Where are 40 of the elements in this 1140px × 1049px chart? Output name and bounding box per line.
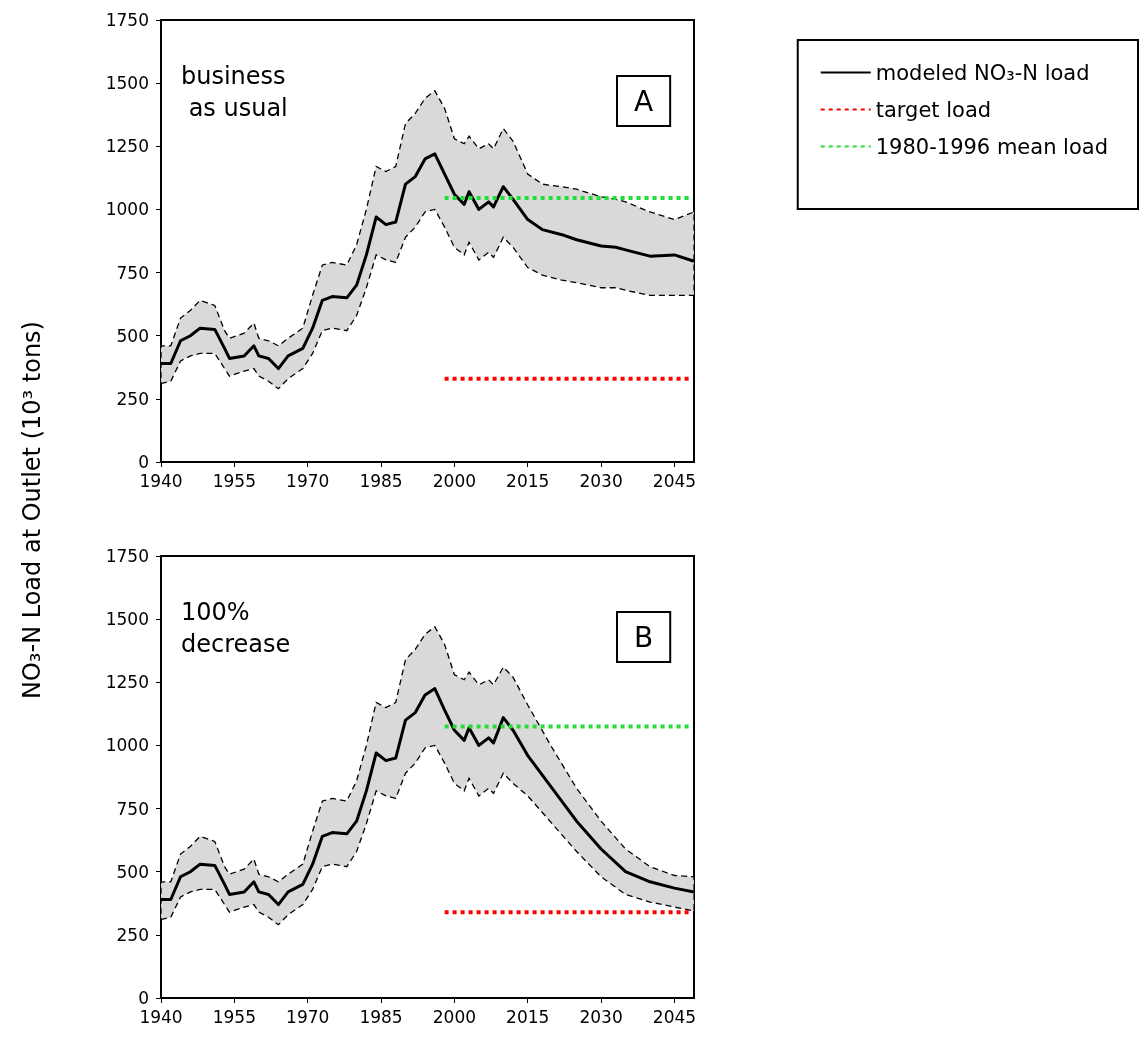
legend-label: target load: [875, 97, 992, 122]
x-tick-label: 2000: [432, 1006, 477, 1027]
x-tick-label: 2000: [432, 470, 477, 491]
legend-label: modeled NO₃-N load: [875, 60, 1090, 85]
y-tick-label: 1000: [105, 199, 149, 220]
y-tick-label: 500: [116, 325, 149, 346]
y-tick-label: 250: [116, 388, 149, 409]
x-tick-label: 1985: [359, 1006, 403, 1027]
y-tick-label: 1500: [105, 609, 149, 630]
annotation: A: [634, 84, 654, 118]
y-tick-label: 250: [116, 924, 149, 945]
y-tick-label: 1500: [105, 73, 149, 94]
x-tick-label: 1940: [139, 470, 183, 491]
x-tick-label: 2015: [506, 1006, 550, 1027]
y-tick-label: 750: [116, 262, 149, 283]
y-tick-label: 750: [116, 798, 149, 819]
y-tick-label: 1000: [105, 735, 149, 756]
x-tick-label: 2015: [506, 470, 550, 491]
y-tick-label: 1750: [105, 546, 149, 566]
y-axis-title: NO₃-N Load at Outlet (10³ tons): [18, 321, 46, 699]
y-tick-label: 500: [116, 861, 149, 882]
x-tick-label: 2030: [579, 1006, 623, 1027]
x-tick-label: 1970: [286, 470, 330, 491]
y-tick-label: 0: [138, 452, 149, 472]
x-tick-label: 2045: [652, 470, 697, 491]
x-tick-label: 1955: [212, 470, 256, 491]
x-tick-label: 2045: [652, 1006, 697, 1027]
legend-label: 1980-1996 mean load: [875, 134, 1109, 159]
annotation: B: [634, 620, 654, 654]
x-tick-label: 1970: [286, 1006, 330, 1027]
x-tick-label: 1985: [359, 470, 403, 491]
x-tick-label: 1940: [139, 1006, 183, 1027]
y-tick-label: 0: [138, 988, 149, 1008]
y-tick-label: 1250: [105, 672, 149, 693]
y-tick-label: 1250: [105, 136, 149, 157]
x-tick-label: 2030: [579, 470, 623, 491]
x-tick-label: 1955: [212, 1006, 256, 1027]
annotation: 100% decrease: [181, 598, 291, 658]
annotation: business as usual: [181, 62, 288, 122]
y-tick-label: 1750: [105, 10, 149, 30]
